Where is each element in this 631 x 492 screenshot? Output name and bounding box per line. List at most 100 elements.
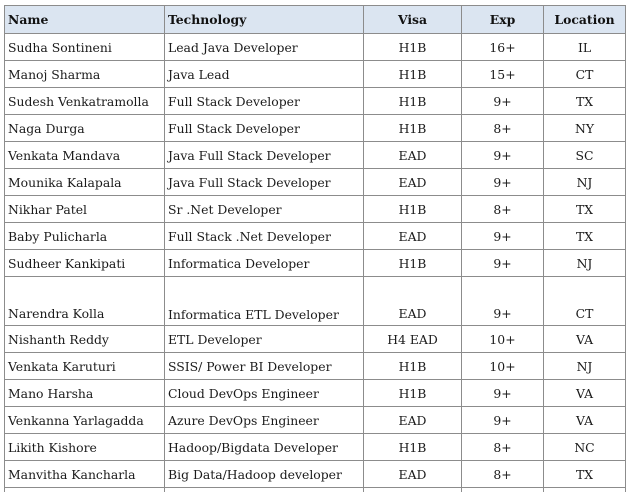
cell-exp: 9+ (462, 277, 544, 326)
cell-exp: 9+ (462, 169, 544, 196)
cell-technology: Full Stack Developer (165, 88, 364, 115)
cell-exp: 9+ (462, 142, 544, 169)
cell-name: Mounika Kalapala (5, 169, 165, 196)
cell-name: Mano Harsha (5, 380, 165, 407)
cell-exp: 9+ (462, 88, 544, 115)
cell-location: NJ (544, 250, 626, 277)
header-name: Name (5, 6, 165, 34)
cell-name: Venkata Mandava (5, 142, 165, 169)
cell-name: Baby Pulicharla (5, 223, 165, 250)
cell-name: Nikhar Patel (5, 196, 165, 223)
cell-name: Manoj Sharma (5, 61, 165, 88)
cell-location: CT (544, 277, 626, 326)
table-header: Name Technology Visa Exp Location (5, 6, 626, 34)
cell-location: NJ (544, 169, 626, 196)
cell-location: NY (544, 115, 626, 142)
cell-technology: Hadoop/Bigdata Developer (165, 434, 364, 461)
header-visa: Visa (364, 6, 462, 34)
cell-empty (364, 488, 462, 492)
header-location: Location (544, 6, 626, 34)
cell-empty (544, 488, 626, 492)
candidate-table: Name Technology Visa Exp Location Sudha … (4, 5, 626, 492)
cell-name: Manvitha Kancharla (5, 461, 165, 488)
cell-visa: EAD (364, 277, 462, 326)
cell-technology: SSIS/ Power BI Developer (165, 353, 364, 380)
cell-technology: Informatica ETL Developer (165, 277, 364, 326)
cell-name: Naga Durga (5, 115, 165, 142)
cell-name: Nishanth Reddy (5, 326, 165, 353)
cell-name: Likith Kishore (5, 434, 165, 461)
cell-technology: Java Full Stack Developer (165, 142, 364, 169)
cell-empty (165, 488, 364, 492)
cell-visa: H4 EAD (364, 326, 462, 353)
cell-empty (462, 488, 544, 492)
cell-exp: 16+ (462, 34, 544, 61)
header-row: Name Technology Visa Exp Location (5, 6, 626, 34)
cell-visa: EAD (364, 461, 462, 488)
cell-visa: H1B (364, 61, 462, 88)
cell-location: NJ (544, 353, 626, 380)
cell-exp: 9+ (462, 223, 544, 250)
cell-empty (5, 488, 165, 492)
cell-technology: Java Lead (165, 61, 364, 88)
cell-visa: H1B (364, 196, 462, 223)
cell-name: Venkata Karuturi (5, 353, 165, 380)
cell-location: TX (544, 461, 626, 488)
cell-location: VA (544, 326, 626, 353)
cell-visa: EAD (364, 223, 462, 250)
cell-technology: Sr .Net Developer (165, 196, 364, 223)
cell-visa: H1B (364, 353, 462, 380)
cell-technology: Azure DevOps Engineer (165, 407, 364, 434)
cell-technology: ETL Developer (165, 326, 364, 353)
cell-visa: H1B (364, 380, 462, 407)
cell-technology: Big Data/Hadoop developer (165, 461, 364, 488)
cell-visa: H1B (364, 88, 462, 115)
cell-technology: Full Stack Developer (165, 115, 364, 142)
cell-location: TX (544, 88, 626, 115)
cell-name: Sudha Sontineni (5, 34, 165, 61)
candidate-table-sheet: Name Technology Visa Exp Location Sudha … (4, 5, 626, 492)
cell-exp: 9+ (462, 250, 544, 277)
cell-exp: 9+ (462, 380, 544, 407)
cell-exp: 8+ (462, 115, 544, 142)
cell-exp: 8+ (462, 434, 544, 461)
cell-name: Venkanna Yarlagadda (5, 407, 165, 434)
cell-visa: EAD (364, 142, 462, 169)
cell-location: CT (544, 61, 626, 88)
cell-technology: Full Stack .Net Developer (165, 223, 364, 250)
cell-visa: EAD (364, 407, 462, 434)
cell-location: TX (544, 223, 626, 250)
cell-technology: Lead Java Developer (165, 34, 364, 61)
cell-visa: H1B (364, 115, 462, 142)
cell-technology: Informatica Developer (165, 250, 364, 277)
cell-technology: Java Full Stack Developer (165, 169, 364, 196)
header-exp: Exp (462, 6, 544, 34)
cell-exp: 8+ (462, 461, 544, 488)
cell-name: Sudheer Kankipati (5, 250, 165, 277)
cell-location: SC (544, 142, 626, 169)
cell-visa: H1B (364, 434, 462, 461)
cell-exp: 10+ (462, 326, 544, 353)
cell-exp: 8+ (462, 196, 544, 223)
cell-location: NC (544, 434, 626, 461)
cell-visa: H1B (364, 250, 462, 277)
header-technology: Technology (165, 6, 364, 34)
cell-name: Narendra Kolla (5, 277, 165, 326)
